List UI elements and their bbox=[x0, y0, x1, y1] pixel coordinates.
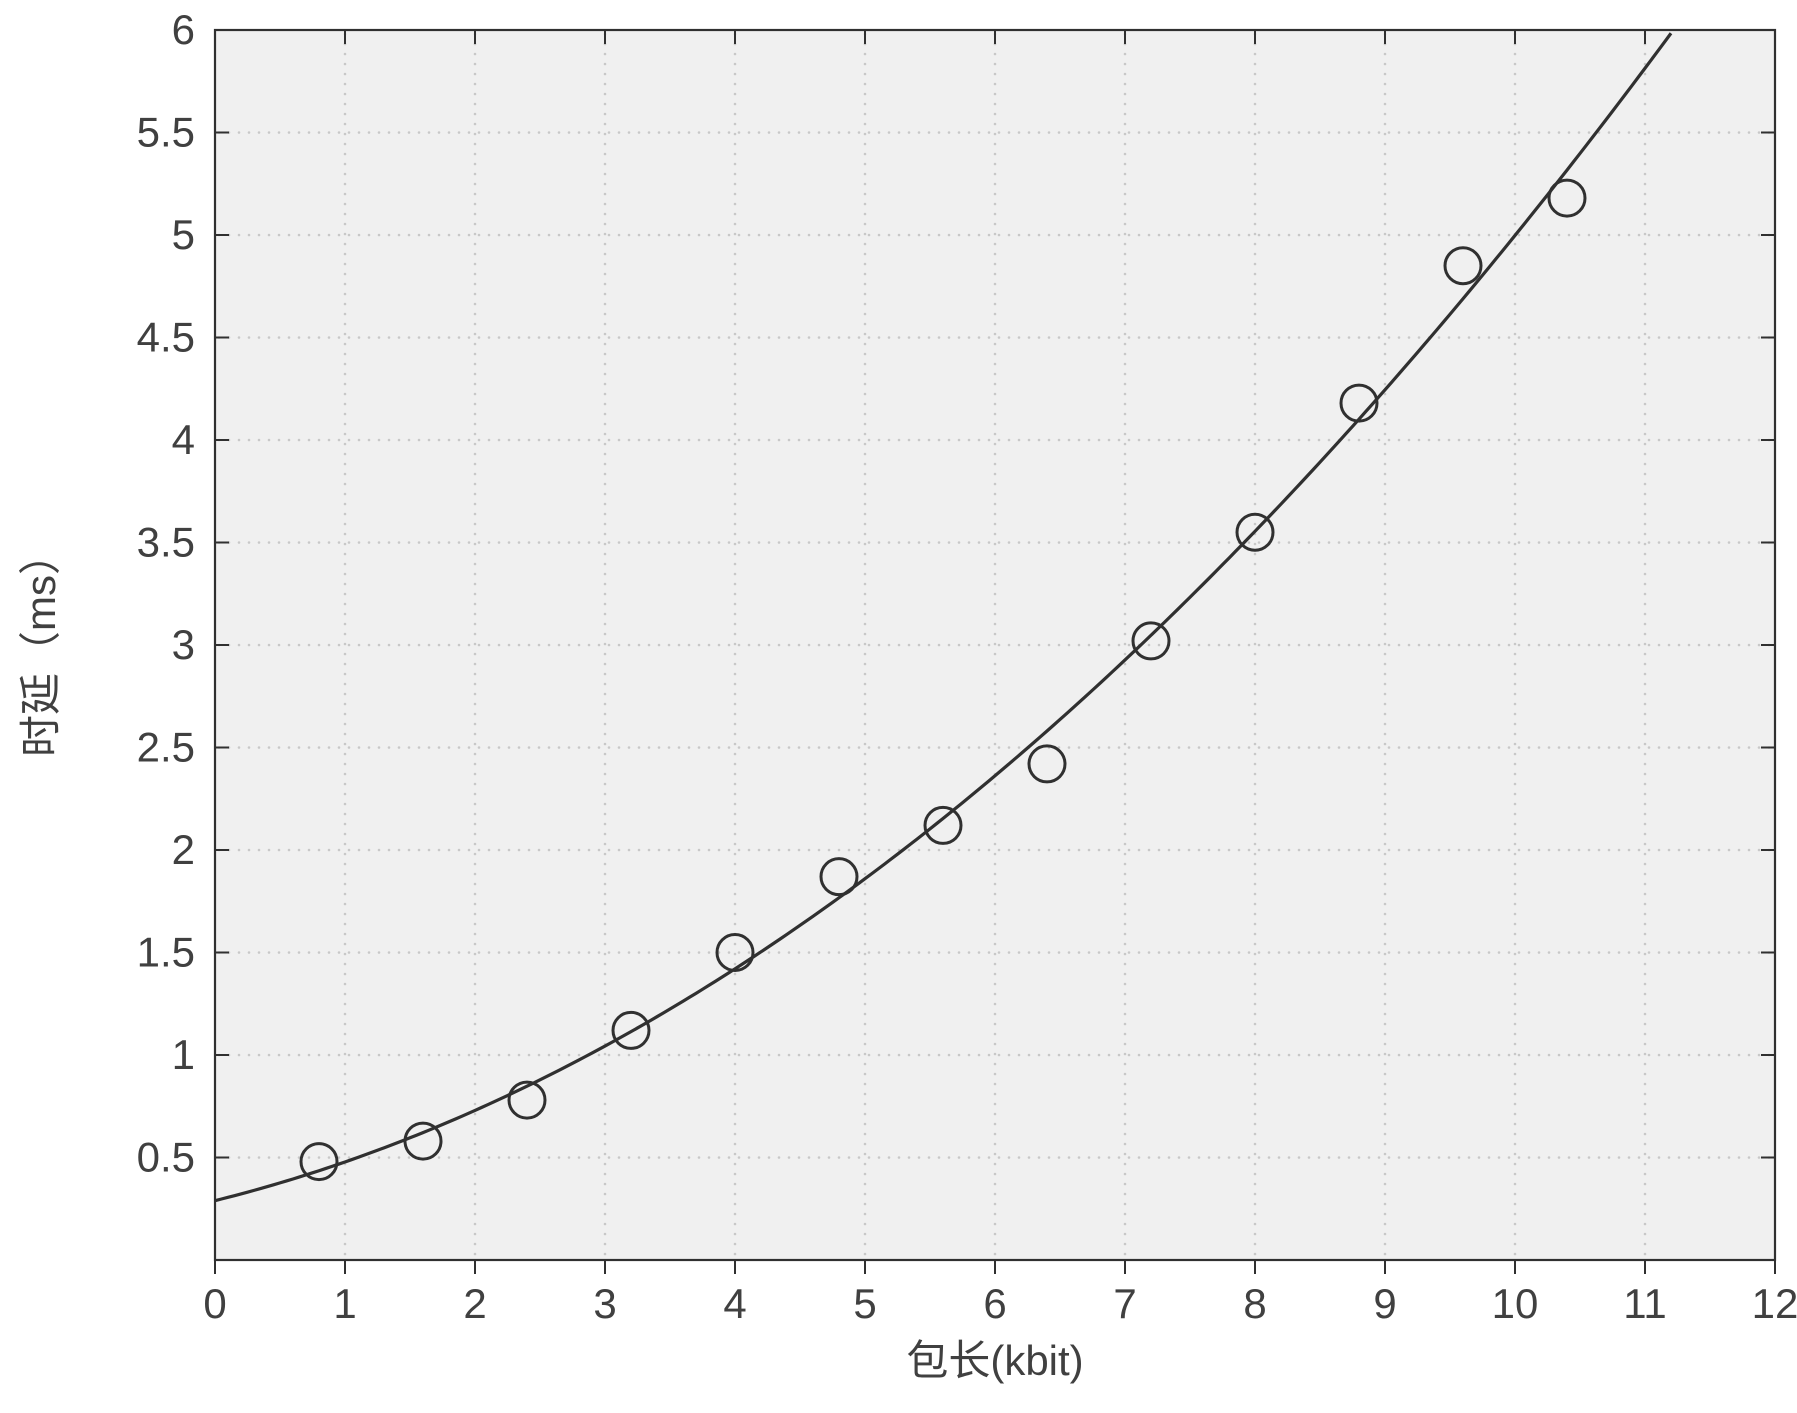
x-tick-label: 1 bbox=[333, 1280, 356, 1327]
y-tick-label: 4 bbox=[172, 416, 195, 463]
x-tick-labels: 0123456789101112 bbox=[203, 1280, 1797, 1327]
x-tick-label: 4 bbox=[723, 1280, 746, 1327]
x-tick-label: 12 bbox=[1752, 1280, 1797, 1327]
x-tick-label: 9 bbox=[1373, 1280, 1396, 1327]
y-tick-label: 5.5 bbox=[137, 109, 195, 156]
x-tick-label: 8 bbox=[1243, 1280, 1266, 1327]
y-tick-label: 3 bbox=[172, 621, 195, 668]
x-axis-label: 包长(kbit) bbox=[906, 1337, 1083, 1384]
y-tick-labels: 0.5 1 1.5 2 2.5 3 3.5 4 4.5 5 5.5 6 bbox=[137, 6, 195, 1181]
x-tick-label: 7 bbox=[1113, 1280, 1136, 1327]
x-tick-label: 6 bbox=[983, 1280, 1006, 1327]
y-tick-label: 0.5 bbox=[137, 1134, 195, 1181]
y-tick-label: 5 bbox=[172, 211, 195, 258]
y-axis-label: 时延（ms） bbox=[17, 533, 64, 757]
x-tick-label: 5 bbox=[853, 1280, 876, 1327]
y-tick-label: 1.5 bbox=[137, 929, 195, 976]
x-tick-label: 0 bbox=[203, 1280, 226, 1327]
y-tick-label: 4.5 bbox=[137, 314, 195, 361]
x-tick-label: 11 bbox=[1623, 1280, 1667, 1327]
chart-svg: 0123456789101112 0.511.522.533.544.555.5… bbox=[0, 0, 1797, 1413]
y-tick-label: 6 bbox=[172, 6, 195, 53]
x-tick-label: 2 bbox=[463, 1280, 486, 1327]
x-tick-label: 10 bbox=[1492, 1280, 1539, 1327]
y-tick-label: 3.5 bbox=[137, 519, 195, 566]
chart-container: 0123456789101112 0.511.522.533.544.555.5… bbox=[0, 0, 1797, 1413]
y-tick-label: 2 bbox=[172, 826, 195, 873]
y-tick-label: 1 bbox=[172, 1031, 195, 1078]
x-tick-label: 3 bbox=[593, 1280, 616, 1327]
y-tick-label: 2.5 bbox=[137, 724, 195, 771]
